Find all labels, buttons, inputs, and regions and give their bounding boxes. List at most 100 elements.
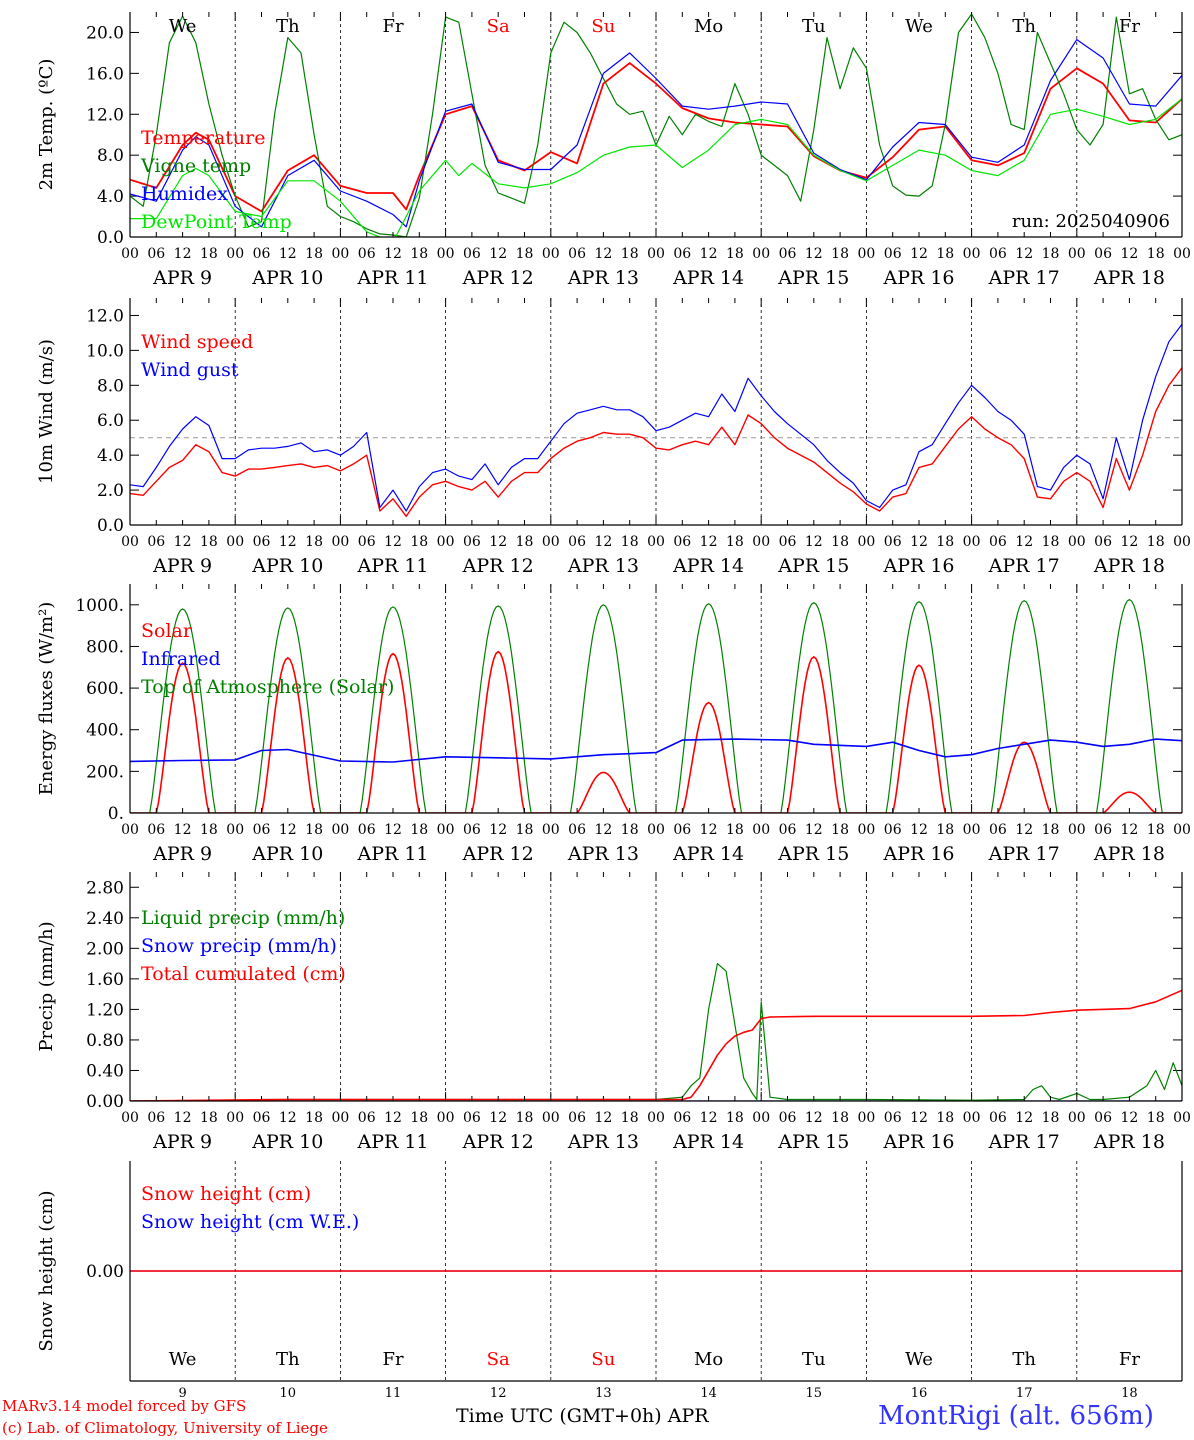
hour-tick-label: 00: [226, 534, 244, 550]
hour-tick-label: 18: [200, 246, 218, 262]
hour-tick-label: 12: [700, 1110, 718, 1126]
hour-tick-label: 12: [700, 246, 718, 262]
hour-tick-label: 18: [621, 246, 639, 262]
series-group: [130, 598, 1182, 813]
day-number: 9: [178, 1386, 186, 1401]
day-abbr: Tu: [802, 1349, 826, 1370]
hour-tick-label: 06: [463, 534, 481, 550]
hour-tick-label: 12: [279, 822, 297, 838]
hour-tick-label: 06: [1094, 246, 1112, 262]
y-axis-label: Snow height (cm): [36, 1190, 57, 1351]
panel-energy: 0. 200. 400. 600. 800. 1000. Energy fluxes (W/…: [36, 584, 1191, 865]
hour-tick-label: 12: [1120, 534, 1138, 550]
legend-entry: Total cumulated (cm): [141, 963, 346, 985]
hour-tick-label: 06: [253, 822, 271, 838]
day-number: 14: [700, 1386, 717, 1401]
y-tick-label: 0.80: [86, 1031, 124, 1051]
y-tick-label: 8.0: [97, 146, 124, 166]
hour-tick-label: 06: [884, 1110, 902, 1126]
y-tick-label: 20.0: [86, 23, 124, 43]
date-label: APR 10: [251, 1131, 323, 1153]
hour-tick-label: 12: [594, 534, 612, 550]
hour-tick-label: 18: [305, 1110, 323, 1126]
day-abbr: Mo: [694, 1349, 723, 1370]
series-wind-gust: [130, 323, 1182, 512]
hour-tick-label: 12: [805, 246, 823, 262]
hour-tick-label: 18: [1147, 822, 1165, 838]
hour-tick-label: 12: [489, 534, 507, 550]
day-abbr: Su: [591, 16, 615, 37]
hour-tick-label: 06: [673, 822, 691, 838]
hour-tick-label: 06: [568, 1110, 586, 1126]
series-group: [130, 962, 1182, 1101]
hour-tick-label: 12: [1120, 246, 1138, 262]
date-label: APR 16: [882, 555, 954, 577]
date-label: APR 9: [152, 555, 212, 577]
hour-tick-label: 12: [174, 246, 192, 262]
y-axis-label: 10m Wind (m/s): [36, 339, 57, 484]
day-abbr: Su: [591, 1349, 615, 1370]
day-abbr: Fr: [1119, 16, 1140, 37]
hour-tick-label: 06: [884, 246, 902, 262]
hour-tick-label: 06: [463, 246, 481, 262]
hour-tick-label: 06: [358, 246, 376, 262]
day-number: 18: [1121, 1386, 1138, 1401]
hour-tick-label: 12: [279, 1110, 297, 1126]
hour-tick-label: 00: [752, 246, 770, 262]
hour-tick-label: 12: [1015, 534, 1033, 550]
hour-tick-label: 00: [1068, 246, 1086, 262]
y-tick-label: 0.00: [86, 1262, 124, 1282]
x-axis-title: Time UTC (GMT+0h) APR: [456, 1405, 709, 1427]
hour-tick-label: 00: [963, 1110, 981, 1126]
date-label: APR 16: [882, 267, 954, 289]
hour-tick-label: 06: [253, 534, 271, 550]
hour-tick-label: 18: [621, 534, 639, 550]
hour-tick-label: 06: [147, 246, 165, 262]
hour-tick-label: 12: [805, 534, 823, 550]
legend-entry: DewPoint Temp: [141, 211, 292, 233]
date-label: APR 16: [882, 843, 954, 865]
hour-tick-label: 00: [752, 1110, 770, 1126]
hour-tick-label: 18: [200, 534, 218, 550]
date-label: APR 18: [1093, 843, 1165, 865]
day-abbr: Th: [1012, 16, 1036, 37]
legend-entry: Vigne temp: [140, 155, 251, 177]
hour-tick-label: 12: [700, 534, 718, 550]
y-tick-label: 1000.: [75, 596, 124, 616]
hour-tick-label: 00: [1173, 246, 1191, 262]
station-name: MontRigi (alt. 656m): [878, 1401, 1154, 1431]
hour-tick-label: 06: [568, 534, 586, 550]
date-label: APR 12: [462, 1131, 534, 1153]
hour-tick-label: 18: [1147, 534, 1165, 550]
date-label: APR 14: [672, 555, 744, 577]
hour-tick-label: 18: [1147, 1110, 1165, 1126]
hour-tick-label: 18: [726, 246, 744, 262]
y-tick-label: 1.20: [86, 1000, 124, 1020]
hour-tick-label: 00: [331, 534, 349, 550]
hour-tick-label: 00: [226, 1110, 244, 1126]
hour-tick-label: 06: [989, 1110, 1007, 1126]
day-number: 17: [1016, 1386, 1033, 1401]
day-number: 15: [806, 1386, 823, 1401]
day-abbr: Th: [1012, 1349, 1036, 1370]
date-label: APR 15: [777, 267, 849, 289]
hour-tick-label: 00: [1173, 1110, 1191, 1126]
hour-tick-label: 00: [331, 246, 349, 262]
hour-tick-label: 00: [857, 822, 875, 838]
hour-tick-label: 00: [857, 534, 875, 550]
hour-tick-label: 12: [700, 822, 718, 838]
hour-tick-label: 18: [936, 1110, 954, 1126]
hour-tick-label: 06: [358, 1110, 376, 1126]
date-label: APR 12: [462, 555, 534, 577]
hour-tick-label: 00: [857, 1110, 875, 1126]
series-humidex: [130, 38, 1182, 228]
hour-tick-label: 06: [884, 534, 902, 550]
date-label: APR 13: [567, 843, 639, 865]
y-axis-label: Precip (mm/h): [36, 921, 57, 1051]
y-tick-label: 0.0: [97, 516, 124, 536]
date-label: APR 12: [462, 267, 534, 289]
hour-tick-label: 18: [410, 534, 428, 550]
hour-tick-label: 00: [121, 822, 139, 838]
y-tick-label: 2.40: [86, 909, 124, 929]
legend-entry: Humidex: [141, 183, 228, 205]
